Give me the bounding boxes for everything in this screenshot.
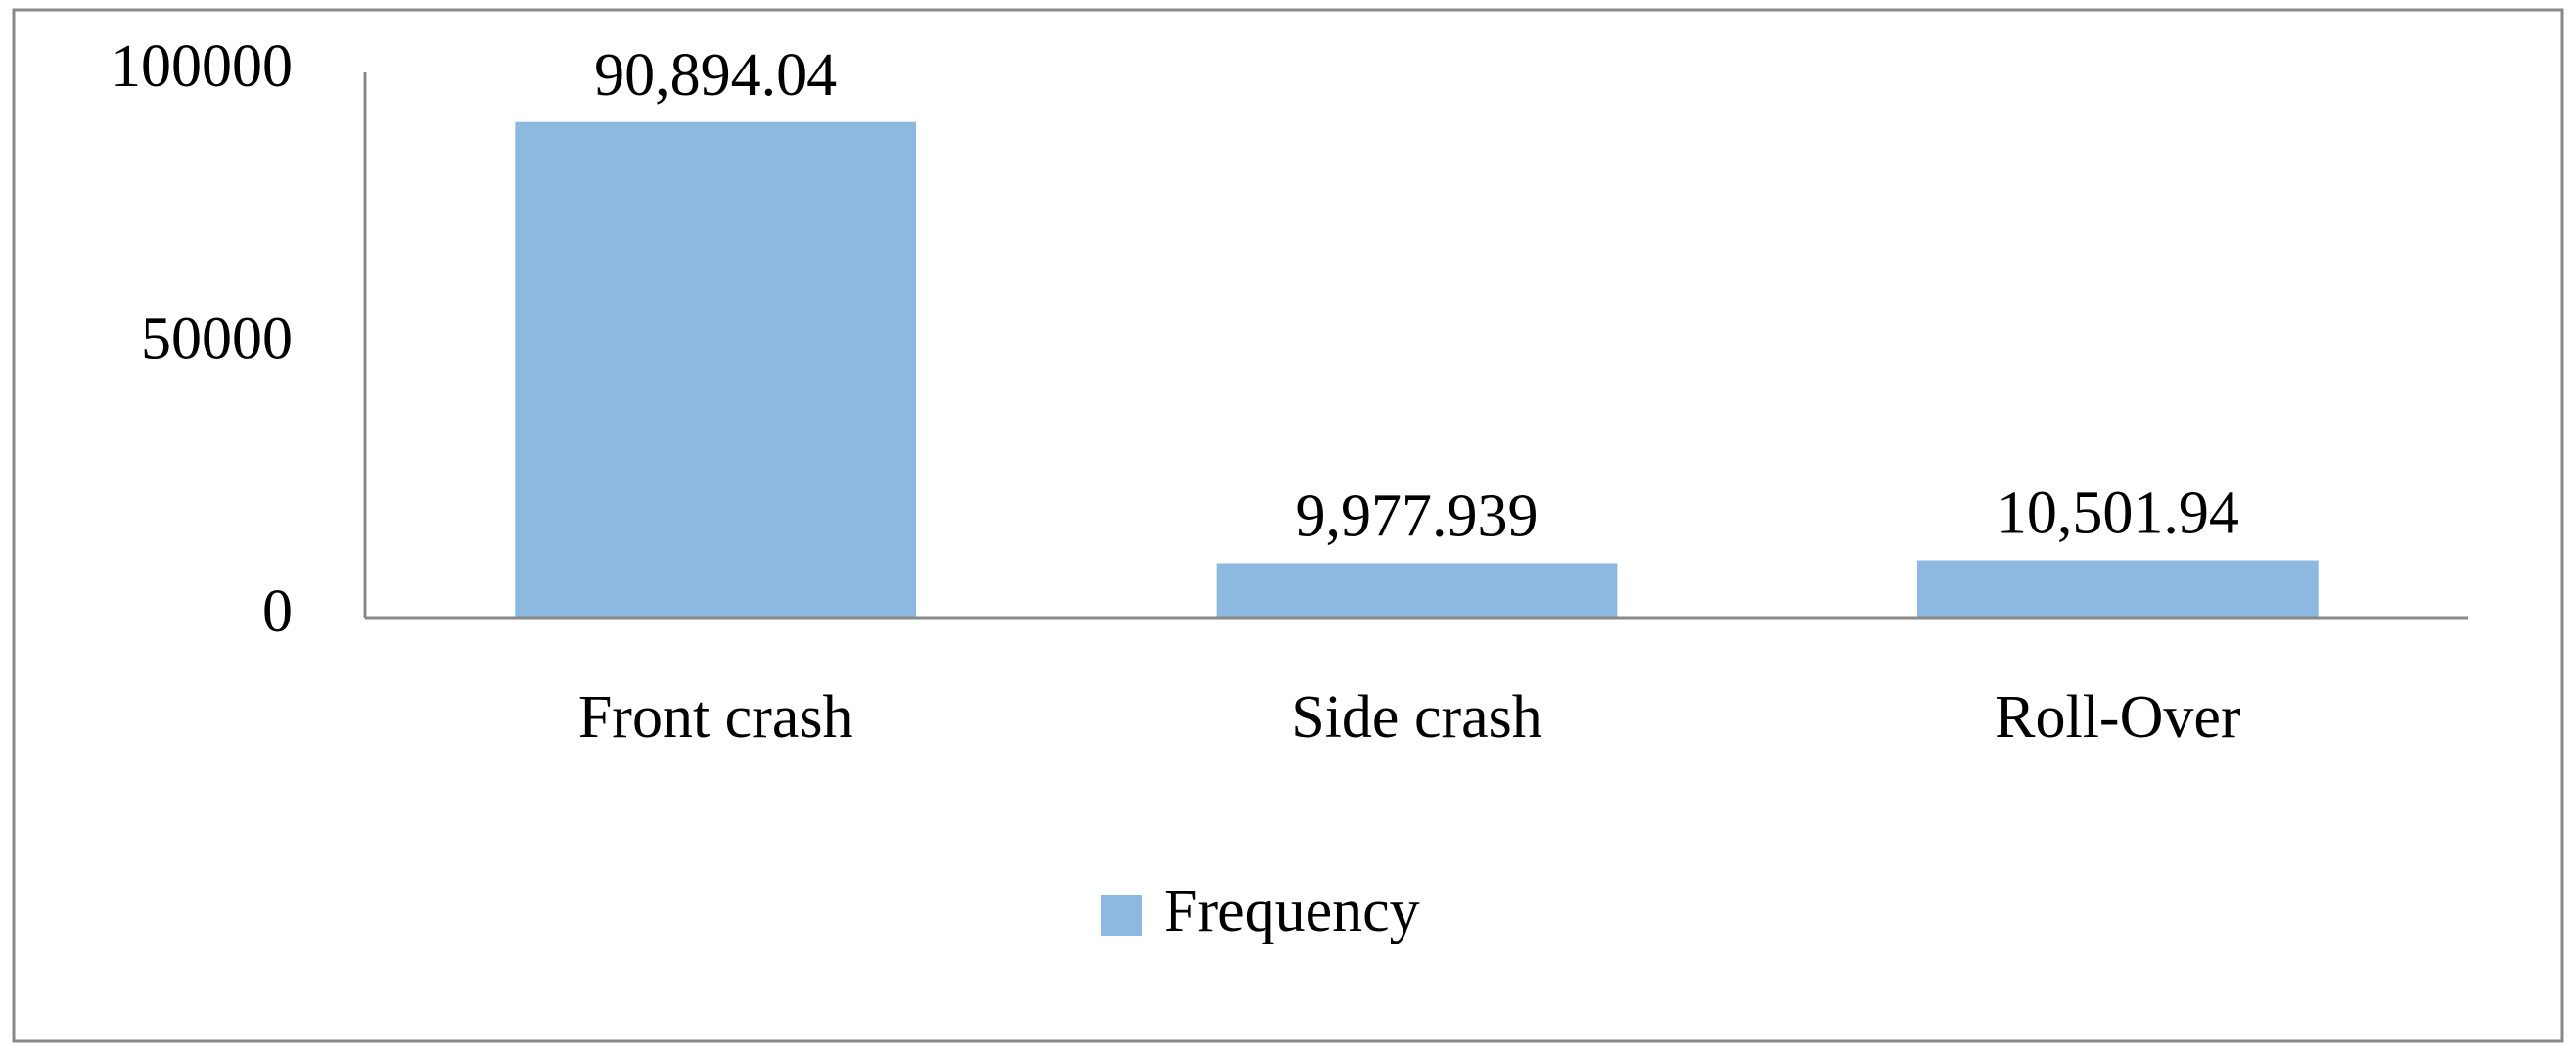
y-tick-label: 100000 <box>111 33 293 100</box>
legend-label: Frequency <box>1164 878 1420 944</box>
x-tick-label: Roll-Over <box>1995 684 2241 751</box>
value-label: 90,894.04 <box>594 42 837 109</box>
bar <box>515 121 917 618</box>
y-tick-label: 0 <box>262 578 293 645</box>
y-tick-label: 50000 <box>141 306 293 373</box>
value-label: 9,977.939 <box>1296 483 1539 550</box>
bar <box>1216 563 1618 618</box>
legend-swatch <box>1101 895 1142 936</box>
value-label: 10,501.94 <box>1997 481 2239 547</box>
x-tick-label: Front crash <box>578 684 853 751</box>
chart-border <box>12 8 2564 1043</box>
x-tick-label: Side crash <box>1291 684 1542 751</box>
bar <box>1916 560 2319 618</box>
